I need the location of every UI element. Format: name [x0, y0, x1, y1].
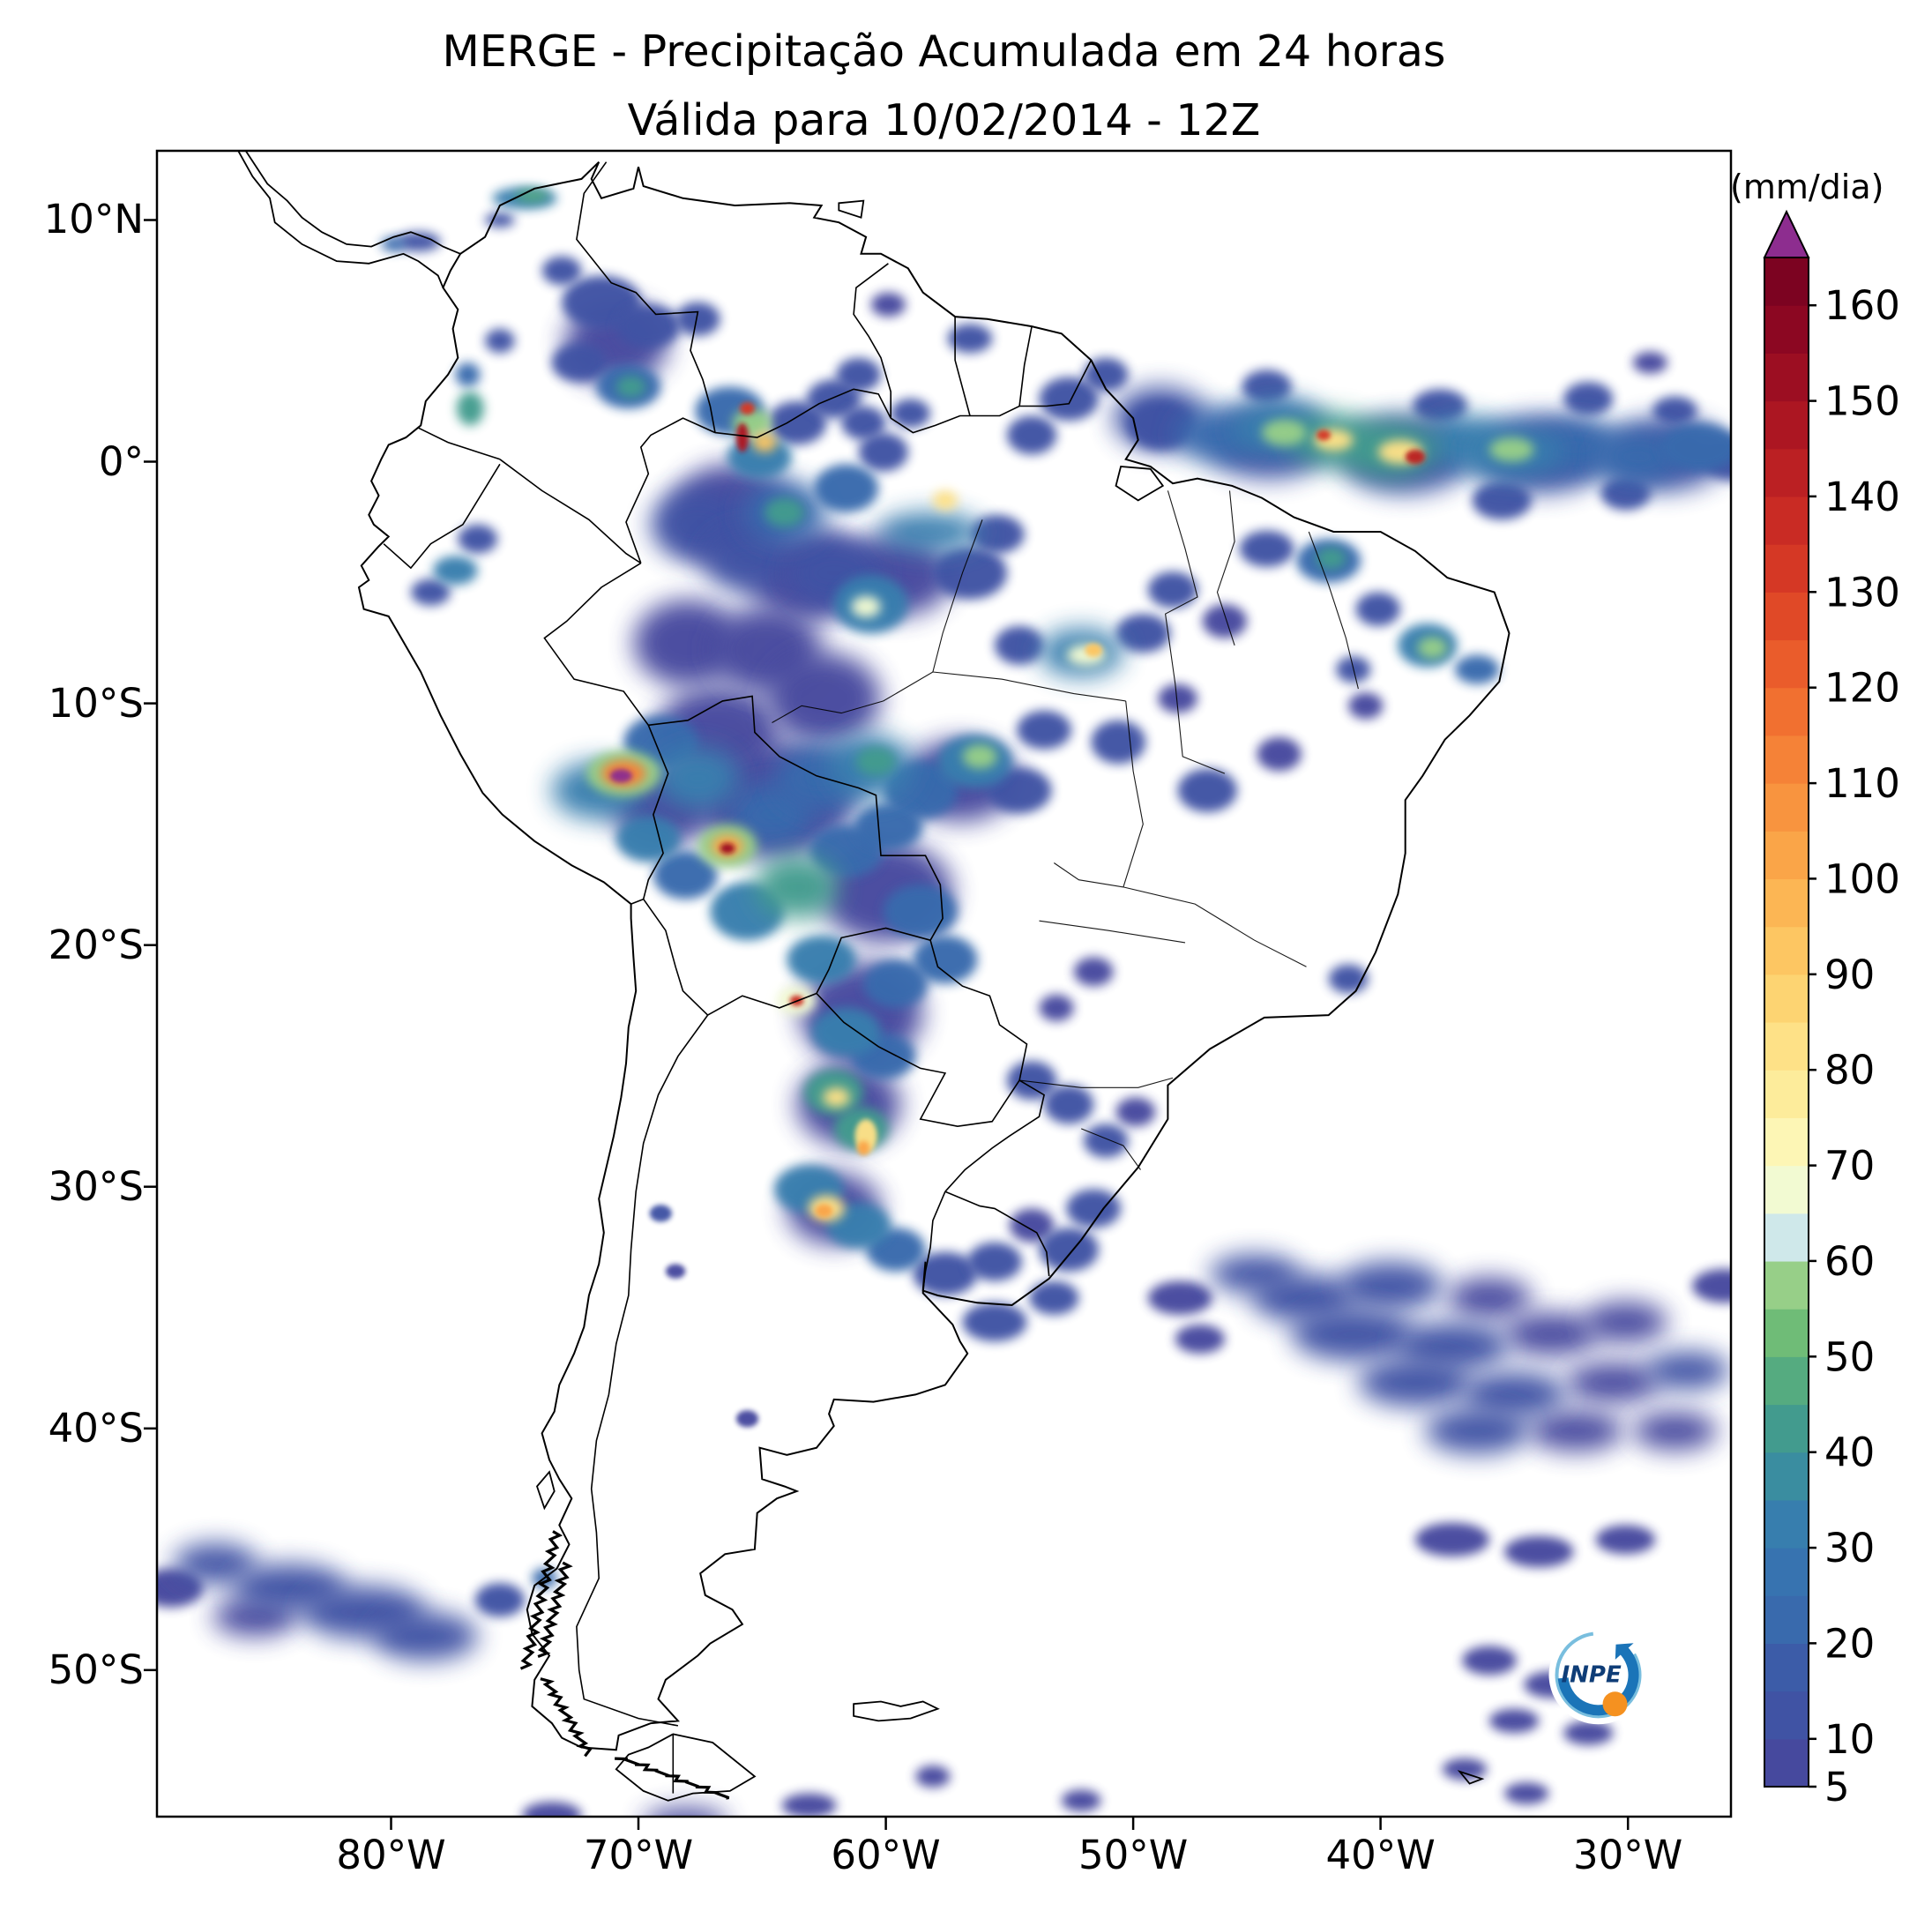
lon-tick-label: 60°W [831, 1832, 941, 1878]
colorbar-ticks: 160 150 140 130 120 110 100 90 80 70 60 50 40 30 20 105 [1809, 282, 1900, 1810]
lat-tick-label: 10°N [43, 196, 144, 243]
colorbar-units-label: (mm/dia) [1730, 168, 1884, 206]
svg-text:150: 150 [1824, 378, 1900, 425]
lon-tick-label: 50°W [1078, 1832, 1189, 1878]
logo-text: INPE [1562, 1661, 1622, 1688]
inpe-logo: INPE [1548, 1625, 1648, 1725]
svg-text:160: 160 [1824, 282, 1900, 329]
axis-ticks [144, 219, 1630, 1830]
lat-tick-label: 40°S [48, 1404, 144, 1452]
colorbar: 160 150 140 130 120 110 100 90 80 70 60 50 40 30 20 105 [1763, 209, 1900, 1810]
island-outline [535, 1470, 556, 1511]
lon-tick-label: 70°W [583, 1832, 694, 1878]
lon-tick-label: 30°W [1573, 1832, 1683, 1878]
island-outline [1115, 466, 1165, 502]
svg-text:90: 90 [1824, 952, 1875, 998]
lat-tick-label: 30°S [48, 1162, 144, 1210]
map-frame [155, 149, 1733, 1818]
svg-text:140: 140 [1824, 474, 1900, 520]
logo-ball [1602, 1691, 1628, 1717]
svg-text:5: 5 [1824, 1764, 1850, 1810]
colorbar-over-arrow [1763, 209, 1810, 258]
figure-title: MERGE - Precipitação Acumulada em 24 hor… [156, 18, 1732, 155]
precipitation-field [156, 187, 1732, 1818]
lon-tick-label: 80°W [336, 1832, 446, 1878]
lat-tick-label: 10°S [48, 679, 144, 727]
lon-tick-label: 40°W [1325, 1832, 1436, 1878]
coastline [357, 160, 1511, 1751]
svg-text:50: 50 [1824, 1333, 1875, 1380]
island-outline [853, 1700, 940, 1722]
svg-text:80: 80 [1824, 1047, 1875, 1094]
title-line-1: MERGE - Precipitação Acumulada em 24 hor… [442, 26, 1446, 77]
svg-text:60: 60 [1824, 1238, 1875, 1285]
svg-text:10: 10 [1824, 1716, 1875, 1763]
svg-text:70: 70 [1824, 1143, 1875, 1190]
svg-text:100: 100 [1824, 855, 1900, 902]
colorbar-gradient [1764, 258, 1809, 1788]
island-outline [1457, 1770, 1485, 1785]
title-line-2: Válida para 10/02/2014 - 12Z [627, 95, 1261, 146]
fjord-lines [519, 1530, 730, 1800]
island-outline [615, 1733, 757, 1802]
logo-arrowhead [1615, 1643, 1634, 1660]
svg-text:120: 120 [1824, 665, 1900, 712]
island-outline [838, 199, 865, 219]
svg-text:20: 20 [1824, 1620, 1875, 1667]
lat-tick-label: 50°S [48, 1646, 144, 1693]
svg-text:40: 40 [1824, 1430, 1875, 1476]
central-america-coast [236, 150, 444, 288]
svg-text:130: 130 [1824, 569, 1900, 616]
lat-tick-label: 20°S [48, 921, 144, 968]
map-plot: INPE [144, 149, 1733, 1830]
country-borders [383, 161, 1093, 1794]
state-borders [772, 490, 1359, 1170]
lat-tick-label: 0° [98, 437, 144, 485]
colorbar-outline [1764, 257, 1809, 1788]
svg-text:30: 30 [1824, 1525, 1875, 1571]
svg-text:110: 110 [1824, 760, 1900, 807]
central-america-coast [244, 150, 461, 255]
